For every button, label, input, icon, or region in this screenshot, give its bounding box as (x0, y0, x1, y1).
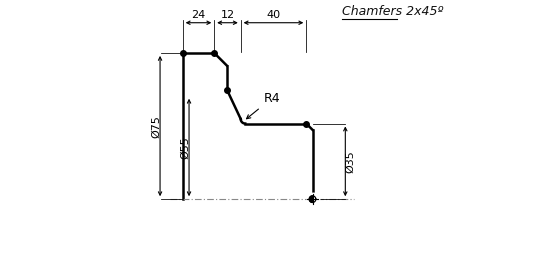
Text: 40: 40 (267, 10, 280, 20)
Text: Chamfers 2x45º: Chamfers 2x45º (342, 5, 443, 18)
Text: R4: R4 (247, 92, 280, 119)
Text: Ø55: Ø55 (181, 136, 190, 159)
Text: 12: 12 (220, 10, 235, 20)
Text: Ø35: Ø35 (345, 150, 355, 173)
Text: Ø75: Ø75 (151, 115, 161, 137)
Polygon shape (309, 196, 312, 202)
Text: 24: 24 (192, 10, 205, 20)
